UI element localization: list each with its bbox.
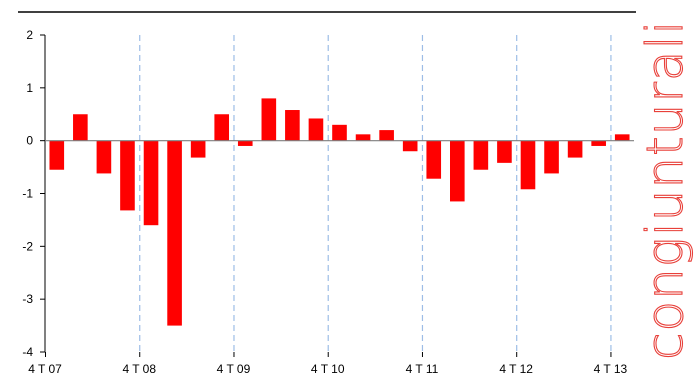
bar <box>426 140 442 179</box>
bar <box>96 140 112 174</box>
tick-labels: -4 -3 -2 -1 0 1 2 4 T 07 4 T 08 4 T 09 4 T 10 4 T 1… <box>22 28 627 376</box>
bar <box>167 140 182 326</box>
bar <box>402 140 418 152</box>
bar <box>520 140 536 190</box>
bar <box>355 134 371 141</box>
bar <box>49 140 65 170</box>
bar <box>237 140 253 146</box>
y-tick-label: -3 <box>22 292 33 306</box>
bar <box>120 140 135 211</box>
side-label: congiunturali <box>636 20 694 360</box>
y-tick-label: 1 <box>26 81 33 95</box>
bar <box>308 118 324 141</box>
bar <box>473 140 489 170</box>
y-tick-label: 0 <box>26 134 33 148</box>
bar <box>614 134 630 141</box>
x-tick-label: 4 T 12 <box>499 362 533 376</box>
y-tick-label: -2 <box>22 239 33 253</box>
bar <box>450 140 465 202</box>
bar <box>261 98 277 141</box>
bar <box>285 110 300 141</box>
bar <box>143 140 159 226</box>
bar <box>591 140 606 146</box>
gridlines <box>139 35 612 352</box>
bar <box>73 114 88 141</box>
bar <box>379 130 394 141</box>
bar <box>190 140 206 158</box>
bar <box>544 140 559 174</box>
bar <box>332 124 347 141</box>
x-tick-label: 4 T 09 <box>217 362 251 376</box>
bar <box>567 140 583 158</box>
bars <box>49 98 630 326</box>
x-tick-label: 4 T 08 <box>122 362 156 376</box>
y-tick-label: 2 <box>26 28 33 42</box>
bar <box>214 114 230 141</box>
y-tick-label: -4 <box>22 345 33 359</box>
x-tick-label: 4 T 07 <box>28 362 62 376</box>
axes <box>40 34 634 357</box>
x-tick-label: 4 T 10 <box>311 362 345 376</box>
y-tick-label: -1 <box>22 187 33 201</box>
x-tick-label: 4 T 11 <box>406 362 439 376</box>
x-tick-label: 4 T 13 <box>594 362 628 376</box>
bar <box>497 140 512 163</box>
